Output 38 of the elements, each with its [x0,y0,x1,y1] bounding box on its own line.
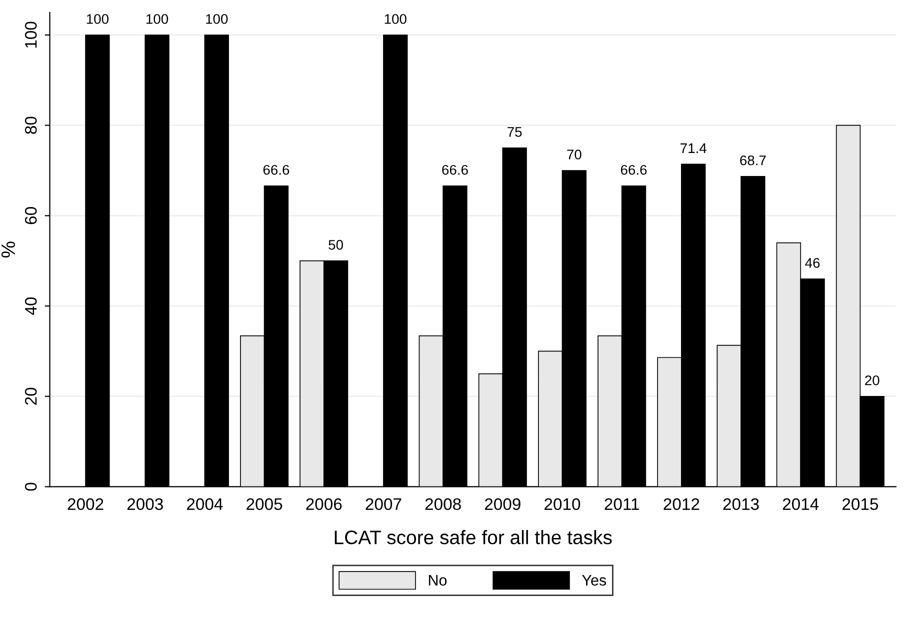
y-axis-title: % [1,242,16,258]
x-tick-label: 2007 [366,498,402,510]
x-tick-label: 2015 [842,498,878,510]
x-axis-title: LCAT score safe for all the tasks [334,530,612,544]
data-label: 68.7 [740,155,766,166]
x-tick-label: 2011 [604,498,639,510]
x-tick-label: 2008 [425,498,461,510]
data-label: 100 [384,14,406,24]
data-label: 75 [508,127,522,137]
data-label: 66.6 [263,164,290,175]
y-tick-label: 0 [24,482,37,491]
data-label: 100 [146,14,168,24]
x-tick-label: 2009 [484,498,520,510]
data-label: 71.4 [680,143,706,153]
y-tick-label: 100 [24,22,37,48]
y-tick-label: 40 [24,297,37,315]
x-tick-label: 2003 [127,498,163,510]
legend-label: No [428,574,447,586]
x-tick-label: 2006 [306,498,342,510]
x-tick-label: 2014 [782,498,819,510]
data-label: 66.6 [620,164,647,175]
x-tick-label: 2012 [664,498,700,510]
x-tick-label: 2013 [723,498,759,510]
data-label: 100 [86,14,108,24]
data-label: 20 [865,375,880,386]
x-tick-label: 2004 [187,498,223,510]
x-tick-label: 2010 [544,498,580,510]
x-tick-label: 2002 [68,498,104,510]
x-tick-label: 2005 [246,498,282,510]
y-tick-label: 80 [24,116,37,134]
legend-label: Yes [582,574,606,586]
data-label: 46 [805,258,820,268]
y-tick-label: 20 [24,388,37,405]
data-label: 100 [206,14,228,24]
data-label: 66.6 [442,164,468,175]
y-tick-label: 60 [24,207,37,224]
data-label: 70 [567,150,582,160]
data-label: 50 [328,240,343,250]
